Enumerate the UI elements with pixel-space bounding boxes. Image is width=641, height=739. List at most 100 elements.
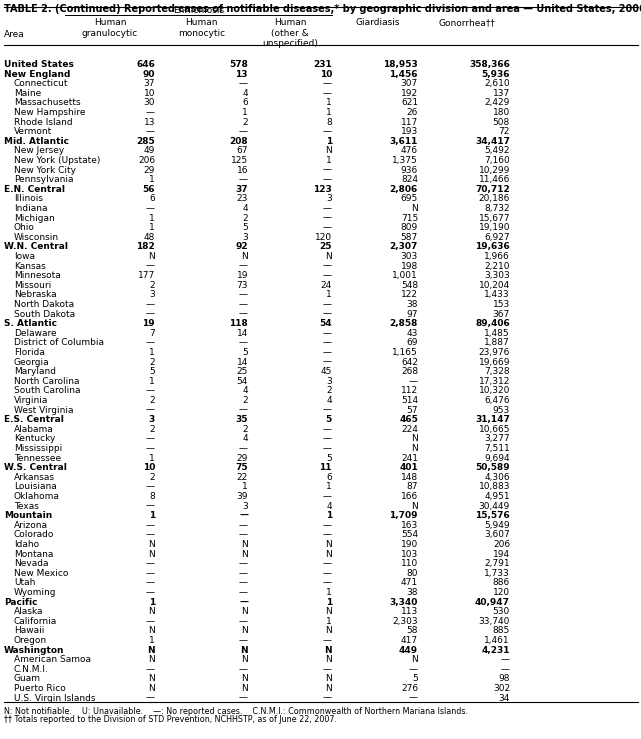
Text: 4: 4 (242, 204, 248, 213)
Text: —: — (146, 569, 155, 578)
Text: N: N (148, 684, 155, 693)
Text: —: — (146, 483, 155, 491)
Text: —: — (323, 166, 332, 174)
Text: 241: 241 (401, 454, 418, 463)
Text: 37: 37 (144, 79, 155, 88)
Text: 125: 125 (231, 156, 248, 165)
Text: 1,733: 1,733 (484, 569, 510, 578)
Text: 33,740: 33,740 (479, 617, 510, 626)
Text: —: — (323, 348, 332, 357)
Text: —: — (146, 665, 155, 674)
Text: 5: 5 (326, 415, 332, 424)
Text: 22: 22 (237, 473, 248, 482)
Text: 15,677: 15,677 (478, 214, 510, 222)
Text: 14: 14 (237, 358, 248, 367)
Text: 10,299: 10,299 (479, 166, 510, 174)
Text: —: — (239, 531, 248, 539)
Text: TABLE 2. (Continued) Reported cases of notifiable diseases,* by geographic divis: TABLE 2. (Continued) Reported cases of n… (4, 4, 641, 14)
Text: 120: 120 (315, 233, 332, 242)
Text: 89,406: 89,406 (475, 319, 510, 328)
Text: Alabama: Alabama (14, 425, 54, 434)
Text: 67: 67 (237, 146, 248, 155)
Text: 1,433: 1,433 (485, 290, 510, 299)
Text: United States: United States (4, 60, 74, 69)
Text: 39: 39 (237, 492, 248, 501)
Text: —: — (323, 694, 332, 703)
Text: 15,576: 15,576 (475, 511, 510, 520)
Text: 112: 112 (401, 386, 418, 395)
Text: 5,492: 5,492 (485, 146, 510, 155)
Text: 16: 16 (237, 166, 248, 174)
Text: Arkansas: Arkansas (14, 473, 55, 482)
Text: 38: 38 (406, 300, 418, 309)
Text: 75: 75 (235, 463, 248, 472)
Text: 19,190: 19,190 (478, 223, 510, 232)
Text: 49: 49 (144, 146, 155, 155)
Text: —: — (239, 559, 248, 568)
Text: N: N (241, 540, 248, 549)
Text: 103: 103 (401, 550, 418, 559)
Text: 936: 936 (401, 166, 418, 174)
Text: N: N (148, 607, 155, 616)
Text: —: — (323, 521, 332, 530)
Text: Nebraska: Nebraska (14, 290, 56, 299)
Text: —: — (146, 435, 155, 443)
Text: 276: 276 (401, 684, 418, 693)
Text: California: California (14, 617, 57, 626)
Text: 1: 1 (326, 617, 332, 626)
Text: 4: 4 (242, 386, 248, 395)
Text: Michigan: Michigan (14, 214, 54, 222)
Text: 19: 19 (142, 319, 155, 328)
Text: Oregon: Oregon (14, 636, 47, 645)
Text: 953: 953 (493, 406, 510, 415)
Text: Mid. Atlantic: Mid. Atlantic (4, 137, 69, 146)
Text: —: — (323, 310, 332, 319)
Text: 3: 3 (242, 502, 248, 511)
Text: 621: 621 (401, 98, 418, 107)
Text: 35: 35 (235, 415, 248, 424)
Text: New Mexico: New Mexico (14, 569, 69, 578)
Text: 5: 5 (412, 675, 418, 684)
Text: 120: 120 (493, 588, 510, 597)
Text: North Carolina: North Carolina (14, 377, 79, 386)
Text: Ohio: Ohio (14, 223, 35, 232)
Text: 5: 5 (326, 454, 332, 463)
Text: 530: 530 (493, 607, 510, 616)
Text: 514: 514 (401, 396, 418, 405)
Text: 117: 117 (401, 118, 418, 126)
Text: 1,165: 1,165 (392, 348, 418, 357)
Text: 166: 166 (401, 492, 418, 501)
Text: 6,476: 6,476 (485, 396, 510, 405)
Text: 194: 194 (493, 550, 510, 559)
Text: 268: 268 (401, 367, 418, 376)
Text: —: — (323, 492, 332, 501)
Text: 34,417: 34,417 (475, 137, 510, 146)
Text: 1,456: 1,456 (390, 69, 418, 78)
Text: —: — (323, 636, 332, 645)
Text: 824: 824 (401, 175, 418, 184)
Text: Florida: Florida (14, 348, 45, 357)
Text: —: — (323, 569, 332, 578)
Text: 307: 307 (401, 79, 418, 88)
Text: Giardiasis: Giardiasis (355, 18, 400, 27)
Text: Tennessee: Tennessee (14, 454, 61, 463)
Text: Ehrlichiosis: Ehrlichiosis (173, 6, 224, 15)
Text: 163: 163 (401, 521, 418, 530)
Text: 110: 110 (401, 559, 418, 568)
Text: South Carolina: South Carolina (14, 386, 81, 395)
Text: Mississippi: Mississippi (14, 444, 62, 453)
Text: —: — (323, 579, 332, 588)
Text: 587: 587 (401, 233, 418, 242)
Text: 449: 449 (399, 646, 418, 655)
Text: 90: 90 (142, 69, 155, 78)
Text: —: — (409, 665, 418, 674)
Text: 2: 2 (149, 281, 155, 290)
Text: 92: 92 (235, 242, 248, 251)
Text: N: N (241, 252, 248, 261)
Text: 285: 285 (137, 137, 155, 146)
Text: —: — (239, 598, 248, 607)
Text: 31,147: 31,147 (475, 415, 510, 424)
Text: W.S. Central: W.S. Central (4, 463, 67, 472)
Text: 358,366: 358,366 (469, 60, 510, 69)
Text: 13: 13 (235, 69, 248, 78)
